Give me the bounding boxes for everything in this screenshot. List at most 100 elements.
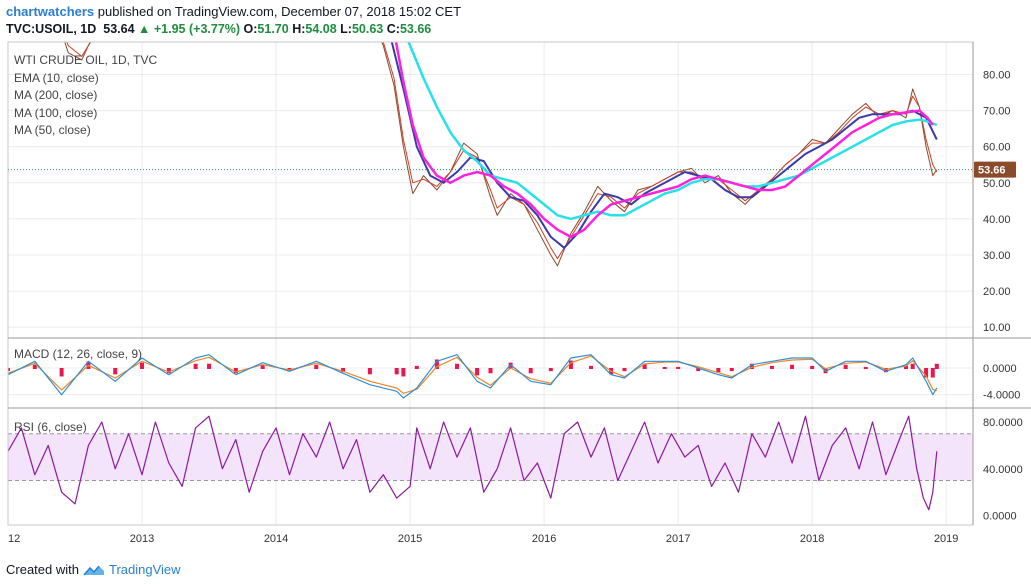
high-label: H: [292, 22, 306, 36]
legend-title[interactable]: WTI CRUDE OIL, 1D, TVC [14, 53, 158, 67]
macd-histogram-bar[interactable] [924, 368, 929, 378]
y-tick-label: 80.0000 [983, 417, 1023, 429]
legend-ma200[interactable]: MA (200, close) [14, 88, 98, 102]
macd-histogram-bar[interactable] [790, 364, 795, 369]
open-value: 51.70 [257, 22, 289, 36]
price-series[interactable] [8, 0, 938, 267]
y-tick-label: 20.00 [983, 286, 1011, 298]
legend-ma50[interactable]: MA (50, close) [14, 123, 91, 137]
y-tick-label: -4.0000 [983, 390, 1020, 402]
macd-histogram-bar[interactable] [910, 363, 915, 369]
macd-histogram-bar[interactable] [622, 368, 627, 372]
macd-histogram-bar[interactable] [662, 366, 667, 369]
publish-header: chartwatchers published on TradingView.c… [6, 4, 461, 19]
macd-histogram-bar[interactable] [729, 368, 734, 372]
signal-series[interactable] [8, 355, 937, 394]
legend-ema[interactable]: EMA (10, close) [14, 70, 99, 85]
macd-histogram-bar[interactable] [903, 365, 908, 369]
close-label: C: [386, 22, 400, 36]
macd-series[interactable] [8, 354, 938, 399]
macd-histogram-bar[interactable] [314, 364, 319, 369]
macd-histogram-bar[interactable] [528, 368, 533, 374]
macd-histogram-bar[interactable] [401, 368, 406, 377]
macd-histogram-bar[interactable] [930, 368, 935, 378]
macd-histogram-bar[interactable] [863, 366, 868, 369]
x-tick-label: 2013 [130, 533, 154, 545]
macd-histogram-bar[interactable] [676, 366, 681, 369]
symbol-header: TVC:USOIL, 1D 53.64 ▲ +1.95 (+3.77%) O:5… [6, 22, 431, 36]
macd-histogram-bar[interactable] [414, 365, 419, 369]
x-tick-label: 2014 [264, 533, 288, 545]
macd-histogram-bar[interactable] [367, 368, 372, 375]
y-tick-label: 10.00 [983, 322, 1011, 334]
y-tick-label: 40.00 [983, 214, 1011, 226]
macd-histogram-bar[interactable] [810, 365, 815, 369]
x-tick-label: 2017 [666, 533, 690, 545]
macd-histogram-bar[interactable] [6, 368, 10, 372]
macd-histogram-bar[interactable] [32, 364, 37, 369]
macd-histogram-bar[interactable] [193, 363, 198, 369]
price-change: +1.95 (+3.77%) [153, 22, 241, 36]
macd-histogram-bar[interactable] [934, 363, 939, 369]
price-panel[interactable] [8, 0, 938, 267]
y-tick-label: 0.0000 [983, 363, 1017, 375]
macd-histogram-bar[interactable] [883, 368, 888, 373]
y-tick-label: 80.00 [983, 69, 1011, 81]
macd-histogram-bar[interactable] [113, 368, 118, 375]
macd-histogram-bar[interactable] [843, 364, 848, 369]
macd-histogram-bar[interactable] [548, 368, 553, 372]
rsi-panel[interactable] [8, 415, 973, 511]
macd-panel[interactable] [6, 354, 939, 399]
y-tick-label: 70.00 [983, 106, 1011, 118]
macd-histogram-bar[interactable] [589, 365, 594, 369]
x-tick-label: 12 [8, 533, 20, 545]
rsi-band [8, 433, 973, 481]
author-name[interactable]: chartwatchers [6, 4, 95, 19]
macd-histogram-bar[interactable] [260, 364, 265, 369]
rsi-series[interactable] [8, 415, 938, 511]
symbol-label: TVC:USOIL, 1D [6, 22, 97, 36]
macd-histogram-bar[interactable] [749, 363, 754, 369]
y-tick-label: 0.0000 [983, 511, 1017, 523]
low-label: L: [340, 22, 352, 36]
up-arrow-icon: ▲ [138, 22, 151, 36]
close-value: 53.66 [399, 22, 432, 36]
ma200-series[interactable] [390, 10, 934, 239]
macd-histogram-bar[interactable] [59, 368, 64, 377]
macd-histogram-bar[interactable] [233, 368, 238, 374]
last-price: 53.64 [103, 22, 135, 36]
macd-histogram-bar[interactable] [207, 363, 212, 369]
created-with-label: Created with [6, 562, 79, 577]
macd-histogram-bar[interactable] [475, 368, 480, 376]
macd-histogram-bar[interactable] [140, 362, 145, 369]
macd-histogram-bar[interactable] [696, 368, 701, 372]
macd-histogram-bar[interactable] [488, 368, 493, 374]
macd-histogram-bar[interactable] [454, 363, 459, 369]
y-tick-label: 30.00 [983, 250, 1011, 262]
price-tag [974, 161, 1016, 178]
footer: Created with TradingView [6, 562, 181, 577]
x-tick-label: 2018 [800, 533, 824, 545]
ma100-series[interactable] [399, 20, 938, 221]
macd-histogram-bar[interactable] [434, 359, 439, 369]
macd-histogram-bar[interactable] [508, 362, 513, 369]
macd-histogram-bar[interactable] [769, 365, 774, 369]
macd-histogram-bar[interactable] [166, 368, 171, 374]
x-tick-label: 2019 [934, 533, 958, 545]
macd-histogram-bar[interactable] [568, 360, 573, 369]
ma50-series[interactable] [8, 0, 938, 249]
y-tick-label: 60.00 [983, 142, 1011, 154]
macd-histogram-bar[interactable] [394, 368, 399, 375]
low-value: 50.63 [351, 22, 384, 36]
macd-histogram-bar[interactable] [642, 363, 647, 369]
macd-histogram-bar[interactable] [341, 368, 346, 373]
tradingview-brand[interactable]: TradingView [108, 562, 181, 577]
x-tick-label: 2015 [398, 533, 422, 545]
legend-ma100[interactable]: MA (100, close) [14, 105, 98, 120]
y-tick-label: 40.0000 [983, 464, 1023, 476]
macd-histogram-bar[interactable] [716, 368, 721, 373]
publish-info: published on TradingView.com, December 0… [97, 4, 462, 19]
indicator-legend: WTI CRUDE OIL, 1D, TVC EMA (10, close) M… [14, 52, 157, 140]
rsi-title: RSI (6, close) [14, 420, 87, 434]
